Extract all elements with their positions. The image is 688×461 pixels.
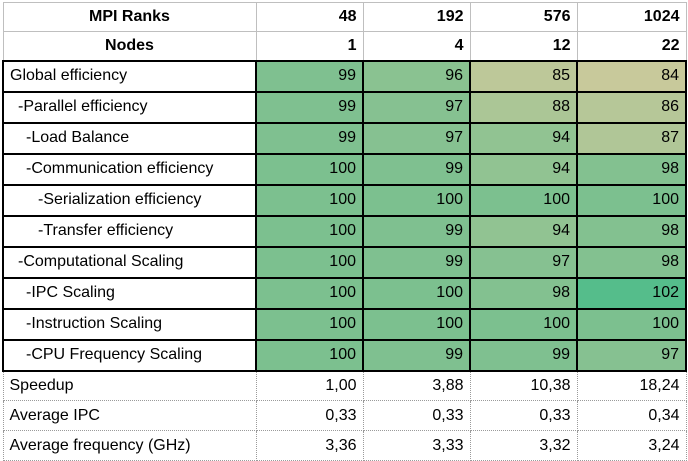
efficiency-value-cell: 99 [255,90,364,124]
efficiency-value-cell: 100 [255,152,364,186]
efficiency-row: Global efficiency 99 96 85 84 [2,59,687,93]
efficiency-label: -Transfer efficiency [2,214,257,248]
summary-value: 18,24 [576,370,687,401]
efficiency-label: -Instruction Scaling [2,307,257,341]
efficiency-value-cell: 99 [362,245,471,279]
efficiency-value-cell: 102 [576,276,687,310]
efficiency-value-cell: 97 [469,245,578,279]
summary-label: Average IPC [2,400,257,431]
header-row: MPI Ranks 48 192 576 1024 [2,2,687,32]
efficiency-row: -Communication efficiency 100 99 94 98 [2,152,687,186]
efficiency-label: -IPC Scaling [2,276,257,310]
efficiency-value-cell: 100 [255,338,364,372]
header-value: 1024 [576,2,687,32]
efficiency-row: -CPU Frequency Scaling 100 99 99 97 [2,338,687,372]
summary-value: 0,33 [362,400,471,431]
efficiency-value-cell: 99 [255,59,364,93]
efficiency-label: -Serialization efficiency [2,183,257,217]
efficiency-value-cell: 100 [362,307,471,341]
efficiency-value-cell: 100 [469,183,578,217]
efficiency-value-cell: 100 [469,307,578,341]
summary-value: 3,33 [362,430,471,461]
efficiency-value-cell: 96 [362,59,471,93]
efficiency-value-cell: 100 [255,245,364,279]
efficiency-value-cell: 100 [576,307,687,341]
summary-value: 0,33 [255,400,364,431]
header-label: Nodes [2,31,257,61]
header-value: 576 [469,2,578,32]
efficiency-label: -Computational Scaling [2,245,257,279]
efficiency-value-cell: 100 [576,183,687,217]
efficiency-value-cell: 99 [469,338,578,372]
summary-value: 3,88 [362,370,471,401]
efficiency-value-cell: 98 [576,214,687,248]
header-value: 192 [362,2,471,32]
efficiency-label: -Load Balance [2,121,257,155]
efficiency-value-cell: 88 [469,90,578,124]
efficiency-value-cell: 85 [469,59,578,93]
efficiency-row: -Parallel efficiency 99 97 88 86 [2,90,687,124]
efficiency-row: -Transfer efficiency 100 99 94 98 [2,214,687,248]
summary-value: 0,33 [469,400,578,431]
summary-row: Average frequency (GHz) 3,36 3,33 3,32 3,24 [2,430,687,461]
efficiency-value-cell: 100 [255,276,364,310]
header-value: 22 [576,31,687,61]
header-value: 48 [255,2,364,32]
header-value: 4 [362,31,471,61]
efficiency-label: -Parallel efficiency [2,90,257,124]
efficiency-value-cell: 94 [469,214,578,248]
efficiency-value-cell: 97 [362,90,471,124]
efficiency-value-cell: 97 [576,338,687,372]
header-label: MPI Ranks [2,2,257,32]
efficiency-value-cell: 99 [362,214,471,248]
efficiency-value-cell: 99 [362,338,471,372]
header-value: 12 [469,31,578,61]
efficiency-value-cell: 100 [362,183,471,217]
summary-value: 3,32 [469,430,578,461]
efficiency-value-cell: 99 [362,152,471,186]
header-row: Nodes 1 4 12 22 [2,31,687,61]
efficiency-value-cell: 94 [469,121,578,155]
efficiency-value-cell: 86 [576,90,687,124]
efficiency-value-cell: 98 [576,152,687,186]
efficiency-row: -Computational Scaling 100 99 97 98 [2,245,687,279]
summary-row: Speedup 1,00 3,88 10,38 18,24 [2,370,687,401]
header-value: 1 [255,31,364,61]
efficiency-value-cell: 100 [362,276,471,310]
efficiency-label: -CPU Frequency Scaling [2,338,257,372]
efficiency-row: -IPC Scaling 100 100 98 102 [2,276,687,310]
summary-value: 1,00 [255,370,364,401]
efficiency-value-cell: 98 [576,245,687,279]
summary-value: 0,34 [576,400,687,431]
summary-value: 10,38 [469,370,578,401]
summary-label: Speedup [2,370,257,401]
efficiency-value-cell: 100 [255,307,364,341]
efficiency-value-cell: 87 [576,121,687,155]
efficiency-value-cell: 100 [255,214,364,248]
efficiency-label: Global efficiency [2,59,257,93]
efficiency-value-cell: 97 [362,121,471,155]
efficiency-value-cell: 94 [469,152,578,186]
efficiency-value-cell: 100 [255,183,364,217]
summary-value: 3,24 [576,430,687,461]
efficiency-label: -Communication efficiency [2,152,257,186]
efficiency-value-cell: 98 [469,276,578,310]
efficiency-value-cell: 99 [255,121,364,155]
efficiency-value-cell: 84 [576,59,687,93]
summary-label: Average frequency (GHz) [2,430,257,461]
summary-row: Average IPC 0,33 0,33 0,33 0,34 [2,400,687,431]
efficiency-row: -Load Balance 99 97 94 87 [2,121,687,155]
summary-value: 3,36 [255,430,364,461]
efficiency-row: -Serialization efficiency 100 100 100 100 [2,183,687,217]
efficiency-row: -Instruction Scaling 100 100 100 100 [2,307,687,341]
